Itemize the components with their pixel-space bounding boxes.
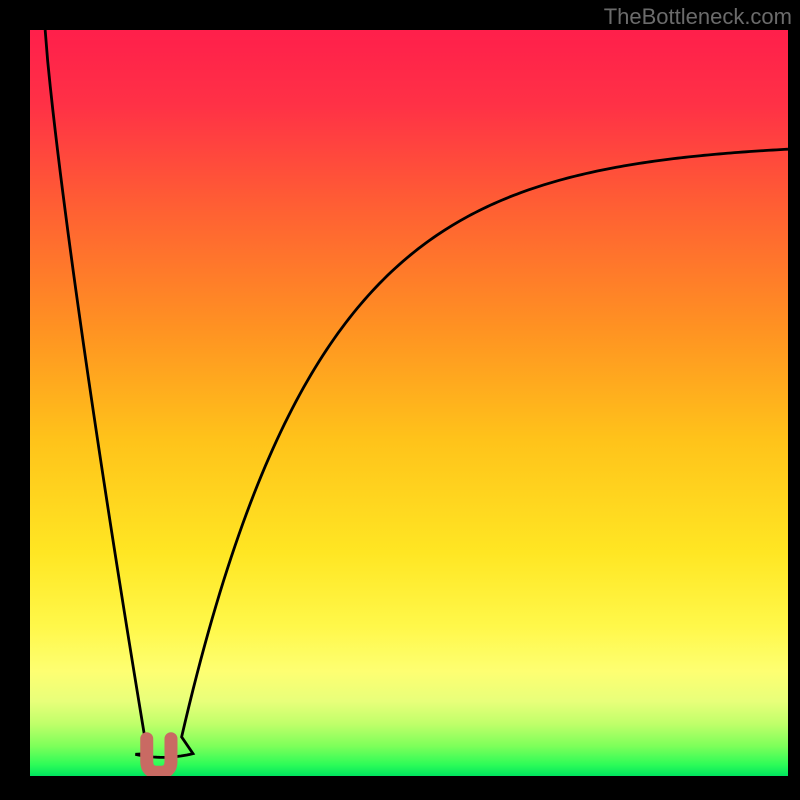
plot-area xyxy=(30,30,788,776)
heatmap-gradient-background xyxy=(30,30,788,776)
chart-frame: TheBottleneck.com xyxy=(0,0,800,800)
watermark-source-label: TheBottleneck.com xyxy=(604,4,792,30)
